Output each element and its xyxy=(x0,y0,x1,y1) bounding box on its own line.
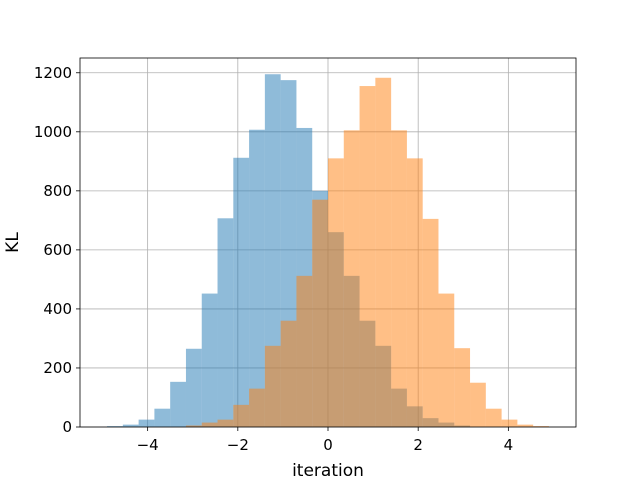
histogram-bar xyxy=(249,129,265,428)
histogram-bar xyxy=(154,408,171,427)
y-axis-label: KL xyxy=(3,232,23,253)
histogram-bar xyxy=(217,218,234,427)
y-tick-label: 200 xyxy=(43,359,72,377)
y-tick-label: 600 xyxy=(43,241,72,259)
histogram-bar xyxy=(264,74,281,428)
histogram-bar xyxy=(185,425,202,427)
histogram-bar xyxy=(438,293,455,427)
histogram-bar xyxy=(359,86,376,427)
histogram-bar xyxy=(138,419,155,427)
histogram-bar xyxy=(470,382,486,427)
y-tick-label: 1000 xyxy=(34,123,72,141)
histogram-bar xyxy=(533,426,549,427)
histogram-bar xyxy=(249,388,265,427)
histogram-bar xyxy=(391,130,407,427)
histogram-bar xyxy=(122,424,139,427)
histogram-bar xyxy=(185,348,202,427)
y-tick-label: 1200 xyxy=(34,64,72,82)
histogram-bar xyxy=(107,426,123,427)
histogram-bar xyxy=(217,419,234,427)
histogram-bar xyxy=(201,293,218,427)
histogram-bar xyxy=(296,275,313,427)
histogram-bar xyxy=(264,345,281,427)
histogram-bar xyxy=(406,158,423,428)
histogram-bar xyxy=(422,218,439,427)
axis-ticks: −4 −2 0 2 4 0 200 400 600 800 1000 1200 xyxy=(34,64,513,454)
x-tick-label: 4 xyxy=(504,436,514,454)
y-tick-label: 400 xyxy=(43,300,72,318)
histogram-bar xyxy=(517,424,534,427)
series-2-bars xyxy=(185,77,549,428)
histogram-bar xyxy=(280,320,297,427)
x-axis-label: iteration xyxy=(292,461,364,480)
x-tick-label: −2 xyxy=(227,436,249,454)
histogram-bar xyxy=(485,408,502,427)
y-tick-label: 0 xyxy=(62,418,72,436)
histogram-bar xyxy=(343,130,360,427)
y-tick-label: 800 xyxy=(43,182,72,200)
x-tick-label: −4 xyxy=(137,436,159,454)
x-tick-label: 0 xyxy=(323,436,333,454)
histogram-bar xyxy=(328,158,344,428)
histogram-bar xyxy=(233,404,250,427)
x-tick-label: 2 xyxy=(413,436,423,454)
histogram-bar xyxy=(454,348,471,427)
histogram-bar xyxy=(375,77,392,428)
histogram-bar xyxy=(201,422,218,427)
histogram-bar xyxy=(312,199,328,427)
histogram-bar xyxy=(233,157,250,428)
histogram-bars xyxy=(107,74,549,428)
histogram-bar xyxy=(170,381,186,427)
histogram-bar xyxy=(501,419,518,427)
